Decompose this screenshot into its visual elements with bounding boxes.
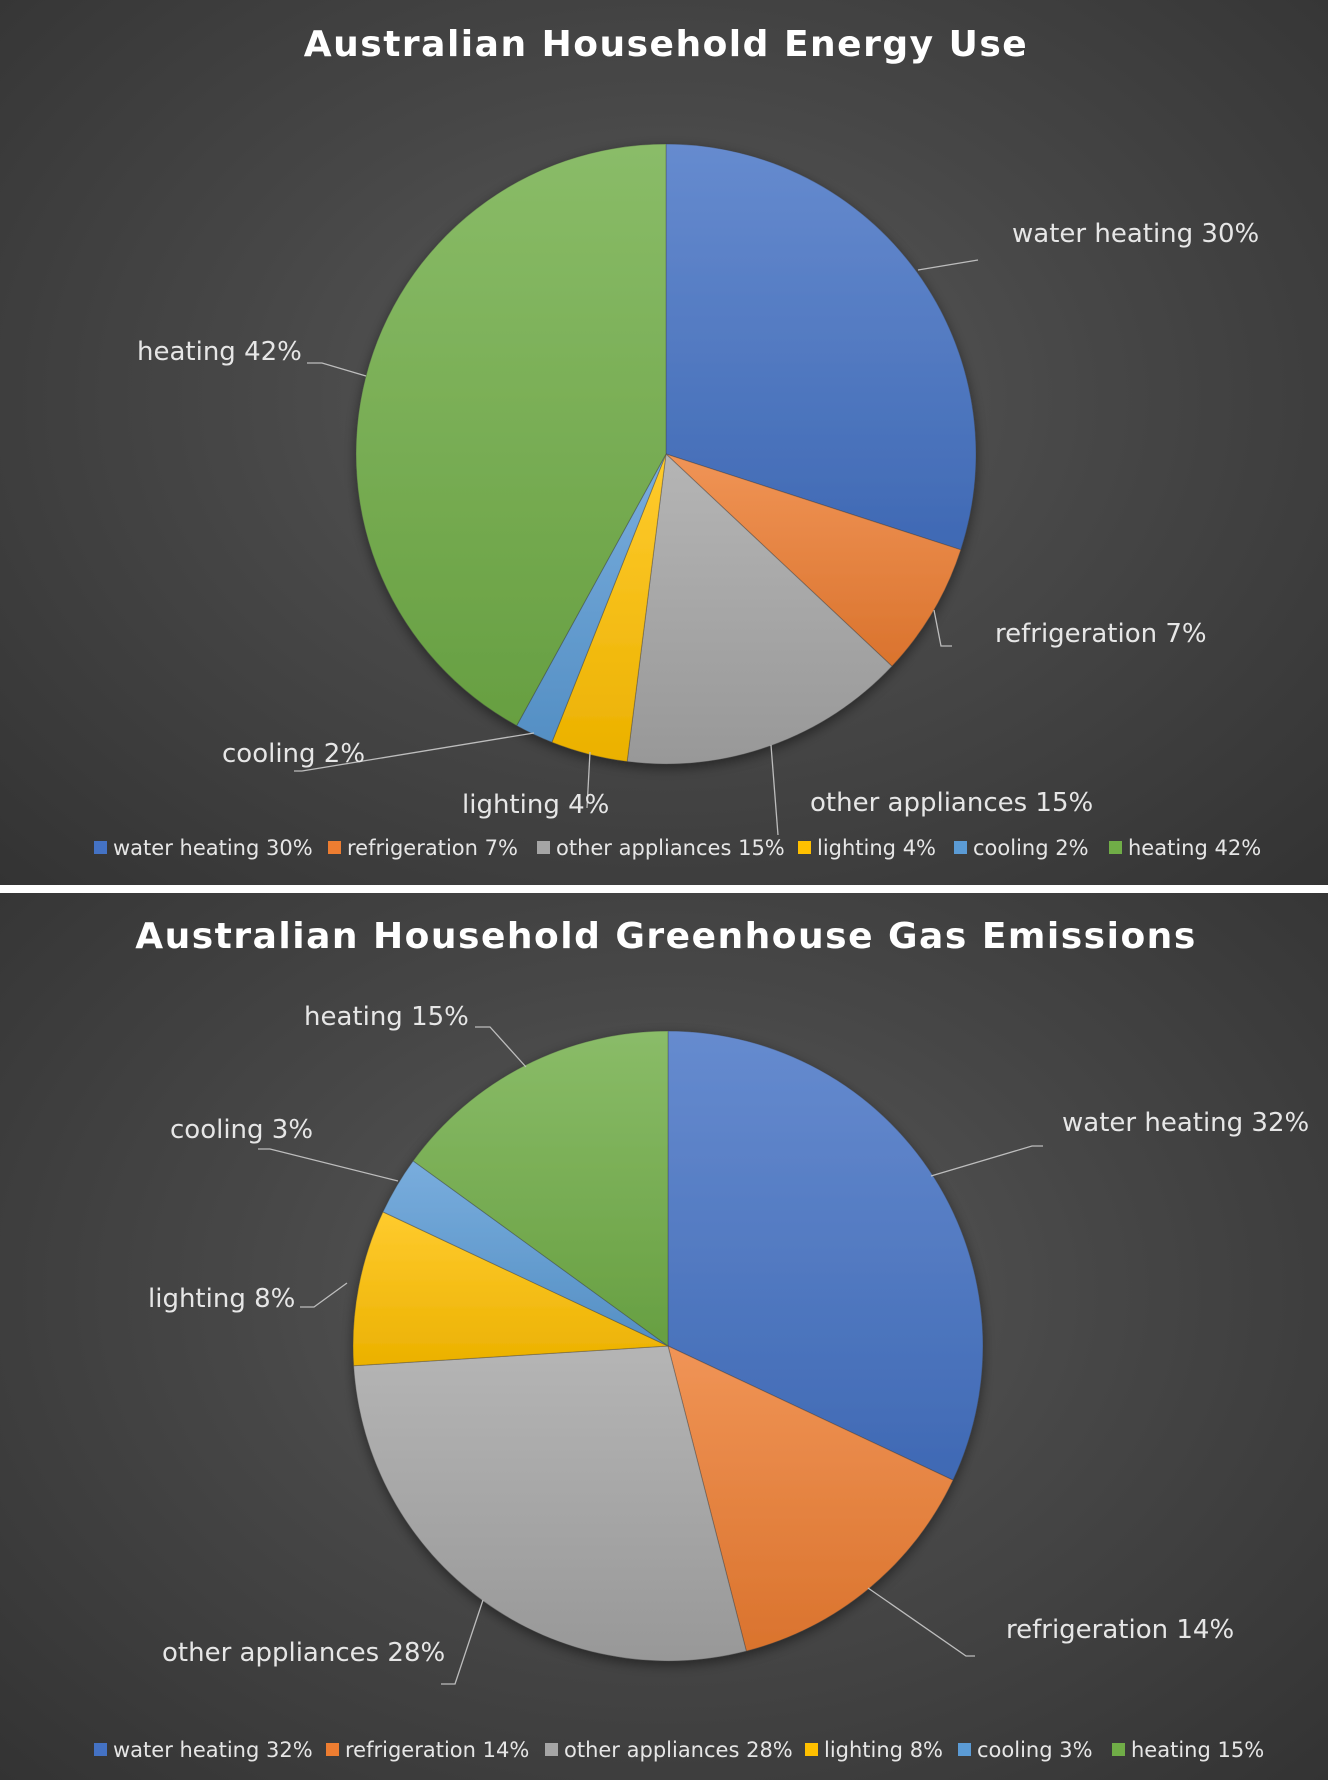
data-label-water-heating: water heating 30% [1012,219,1259,249]
legend: water heating 32% refrigeration 14% other … [94,1738,1264,1762]
legend: water heating 30% refrigeration 7% other a… [94,836,1261,860]
data-label-cooling: cooling 2% [222,739,365,769]
legend-label-water-heating: water heating 32% [113,1738,313,1762]
legend-swatch-heating [1109,841,1122,854]
leader-line-heating [475,1026,527,1068]
legend-swatch-other-appliances [545,1743,558,1756]
leader-line-refrigeration [867,1587,975,1657]
legend-swatch-water-heating [94,841,107,854]
legend-label-water-heating: water heating 30% [113,836,313,860]
leader-line-other-appliances [770,744,779,836]
energy-use-chart: Australian Household Energy Use water hea… [0,0,1328,885]
leader-line-water-heating [930,1145,1043,1177]
legend-swatch-refrigeration [328,841,341,854]
pie-slices [355,143,977,765]
data-label-cooling: cooling 3% [170,1115,313,1145]
legend-label-cooling: cooling 3% [977,1738,1093,1762]
leader-line-cooling [258,1148,399,1182]
pie-slice-heating [355,143,667,727]
legend-label-heating: heating 42% [1128,836,1261,860]
data-label-other-appliances: other appliances 15% [810,788,1093,818]
pie-slice-water-heating [665,143,977,551]
pie-slices [352,1030,984,1662]
data-label-heating: heating 42% [137,337,302,367]
legend-label-cooling: cooling 2% [973,836,1089,860]
legend-swatch-cooling [958,1743,971,1756]
emissions-pie-svg: Australian Household Greenhouse Gas Emis… [94,916,1309,1762]
leader-line-lighting [300,1282,348,1308]
leader-line-heating [307,362,367,377]
legend-label-refrigeration: refrigeration 14% [345,1738,529,1762]
chart-title: Australian Household Energy Use [304,24,1028,65]
legend-label-lighting: lighting 4% [817,836,936,860]
legend-swatch-other-appliances [537,841,550,854]
legend-label-refrigeration: refrigeration 7% [347,836,518,860]
legend-label-other-appliances: other appliances 28% [564,1738,793,1762]
pie-slice-lighting [352,1211,669,1367]
leader-line-refrigeration [933,609,952,647]
legend-label-heating: heating 15% [1131,1738,1264,1762]
energy-use-pie-svg: Australian Household Energy Use water hea… [94,24,1261,860]
legend-swatch-refrigeration [326,1743,339,1756]
data-label-lighting: lighting 8% [148,1284,295,1314]
pie-slice-refrigeration [665,453,962,667]
data-label-refrigeration: refrigeration 7% [995,619,1207,649]
legend-label-lighting: lighting 8% [824,1738,943,1762]
leader-line-water-heating [917,259,979,271]
leader-line-other-appliances [441,1599,484,1685]
legend-swatch-lighting [805,1743,818,1756]
data-label-refrigeration: refrigeration 14% [1006,1615,1234,1645]
legend-swatch-lighting [798,841,811,854]
leader-line-lighting [586,751,591,809]
data-label-heating: heating 15% [304,1002,469,1032]
data-label-water-heating: water heating 32% [1062,1108,1309,1138]
legend-swatch-cooling [954,841,967,854]
data-label-other-appliances: other appliances 28% [162,1638,445,1668]
leader-line-cooling [294,732,535,772]
legend-swatch-heating [1112,1743,1125,1756]
data-label-lighting: lighting 4% [462,790,609,820]
legend-label-other-appliances: other appliances 15% [556,836,785,860]
legend-swatch-water-heating [94,1743,107,1756]
pie-slice-water-heating [667,1030,984,1481]
chart-title: Australian Household Greenhouse Gas Emis… [135,916,1197,957]
emissions-chart: Australian Household Greenhouse Gas Emis… [0,893,1328,1780]
